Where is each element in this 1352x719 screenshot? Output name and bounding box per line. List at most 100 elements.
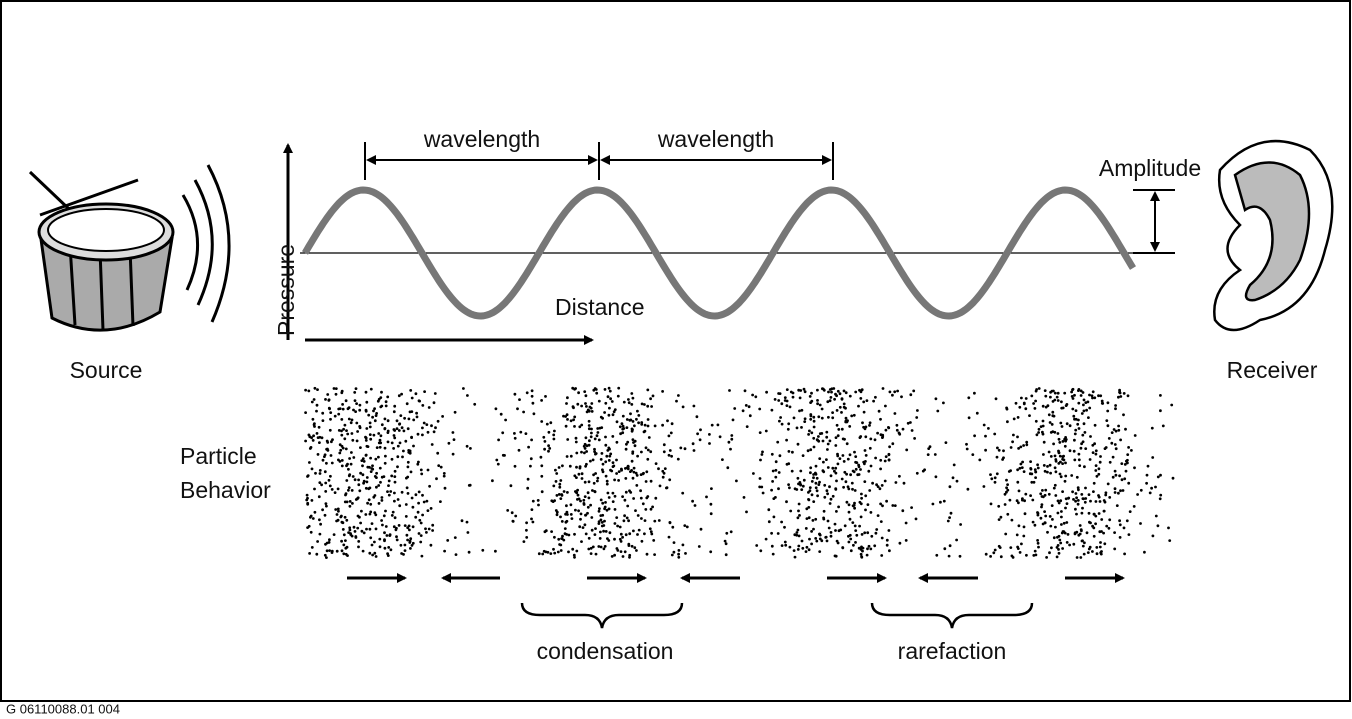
particle xyxy=(1072,414,1076,418)
particle xyxy=(672,550,676,554)
particle xyxy=(467,550,471,554)
particle xyxy=(304,439,307,443)
particle xyxy=(868,424,871,427)
particle xyxy=(778,454,782,458)
particle xyxy=(1052,442,1055,446)
particle xyxy=(874,395,877,399)
particle xyxy=(868,421,872,425)
particle xyxy=(993,480,997,484)
particle xyxy=(1094,500,1098,503)
particle xyxy=(1099,455,1102,458)
particle xyxy=(876,431,879,435)
particle xyxy=(392,525,396,529)
particle xyxy=(518,398,521,401)
particle xyxy=(669,431,673,435)
particle xyxy=(1001,458,1004,461)
particle xyxy=(1113,469,1117,473)
particle xyxy=(600,524,604,528)
particle xyxy=(1030,394,1034,398)
particle xyxy=(319,522,322,526)
particle xyxy=(375,471,378,475)
particle xyxy=(1023,499,1026,503)
particle xyxy=(604,501,607,504)
particle xyxy=(366,465,370,469)
particle xyxy=(555,472,559,475)
particle xyxy=(1060,406,1064,410)
particle xyxy=(1079,394,1083,397)
particle xyxy=(1059,541,1063,545)
particle xyxy=(613,508,617,511)
particle xyxy=(420,472,424,476)
particle xyxy=(840,411,843,414)
particle xyxy=(883,479,887,483)
particle xyxy=(843,470,847,474)
particle xyxy=(1075,475,1079,479)
particle xyxy=(619,532,623,536)
particle xyxy=(1099,394,1103,398)
particle xyxy=(830,387,834,391)
particle xyxy=(640,450,643,454)
particle xyxy=(949,511,953,515)
particle xyxy=(1098,460,1102,464)
particle xyxy=(324,481,328,485)
particle xyxy=(327,541,331,544)
particle xyxy=(955,538,958,542)
particle xyxy=(879,467,882,471)
particle xyxy=(1073,438,1076,442)
particle xyxy=(1158,497,1162,501)
particle xyxy=(868,446,872,450)
particle xyxy=(965,447,969,451)
particle xyxy=(1079,446,1083,450)
particle xyxy=(829,531,833,534)
particle xyxy=(1076,499,1080,502)
particle xyxy=(942,401,945,405)
particle xyxy=(777,392,780,395)
particle xyxy=(601,468,604,472)
particle xyxy=(826,466,830,469)
particle xyxy=(827,390,830,394)
particle xyxy=(558,543,561,546)
particle xyxy=(594,472,597,475)
particle xyxy=(581,526,585,529)
particle xyxy=(608,454,612,458)
particle xyxy=(571,547,575,551)
particle xyxy=(362,481,365,485)
particle xyxy=(417,501,420,505)
particle xyxy=(350,432,354,435)
particle xyxy=(718,435,722,439)
particle xyxy=(645,496,649,500)
particle xyxy=(386,431,390,434)
particle xyxy=(327,478,331,482)
particle xyxy=(580,450,583,454)
particle xyxy=(864,454,868,457)
particle xyxy=(904,539,908,542)
particle xyxy=(815,539,819,543)
particle xyxy=(822,470,826,474)
particle xyxy=(1148,491,1152,495)
particle xyxy=(404,503,408,506)
particle xyxy=(1072,542,1076,546)
particle xyxy=(845,500,849,504)
particle xyxy=(613,408,617,411)
particle xyxy=(1124,427,1127,431)
particle xyxy=(405,486,409,490)
particle xyxy=(805,545,809,549)
particle xyxy=(393,469,397,473)
particle xyxy=(1044,405,1048,409)
particle xyxy=(1058,538,1062,542)
particle xyxy=(408,528,411,532)
particle xyxy=(800,408,804,412)
particle xyxy=(1115,504,1119,507)
particle xyxy=(875,483,878,487)
particle xyxy=(590,528,594,532)
particle xyxy=(965,442,968,446)
particle xyxy=(748,414,752,418)
particle xyxy=(883,459,887,463)
particle xyxy=(822,517,826,521)
particle xyxy=(1145,473,1149,477)
particle xyxy=(640,517,643,520)
particle xyxy=(1076,486,1080,490)
particle xyxy=(758,485,762,489)
particle xyxy=(1088,393,1091,397)
particle xyxy=(384,404,388,408)
